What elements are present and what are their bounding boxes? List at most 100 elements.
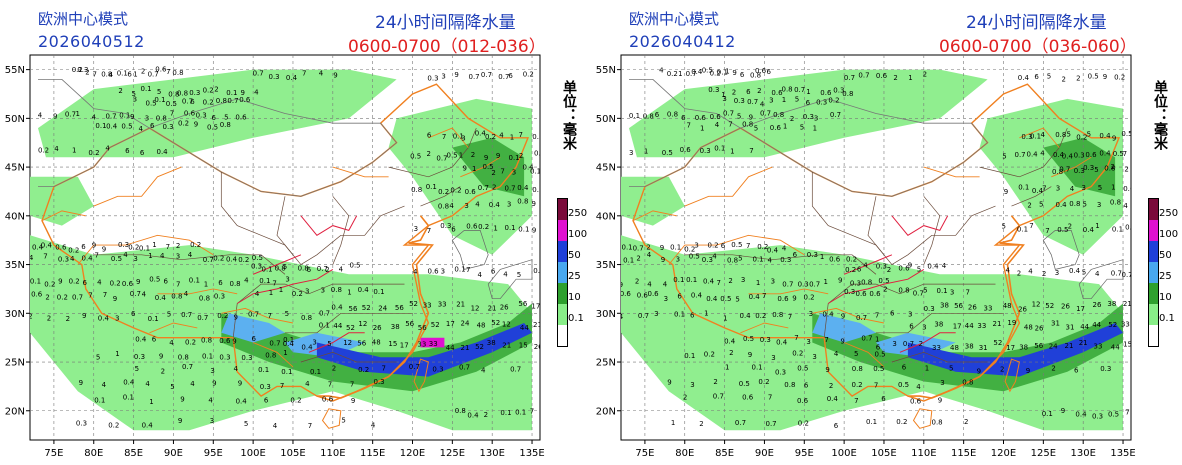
svg-text:0.8: 0.8: [773, 111, 784, 119]
x-tick-label: 100E: [831, 448, 856, 459]
svg-text:9: 9: [938, 396, 942, 404]
svg-text:0.3: 0.3: [269, 73, 280, 81]
y-tick-label: 25N: [596, 358, 616, 369]
svg-text:1: 1: [820, 253, 824, 261]
svg-text:0.1: 0.1: [310, 368, 321, 376]
svg-text:48: 48: [477, 322, 486, 330]
svg-text:17: 17: [531, 303, 540, 311]
y-tick-label: 55N: [596, 65, 616, 76]
map-title: 24小时间隔降水量: [375, 13, 516, 33]
svg-text:9: 9: [1112, 134, 1116, 142]
svg-text:0.6: 0.6: [820, 89, 832, 97]
svg-text:56: 56: [418, 324, 427, 332]
svg-text:56: 56: [395, 304, 404, 312]
svg-text:0.7: 0.7: [686, 70, 697, 78]
svg-text:7: 7: [1123, 150, 1127, 158]
svg-text:0.5: 0.5: [797, 364, 808, 372]
svg-text:12: 12: [502, 321, 511, 329]
svg-text:5: 5: [283, 263, 287, 271]
svg-text:4: 4: [255, 290, 260, 298]
svg-text:9: 9: [102, 245, 106, 253]
svg-text:0.3: 0.3: [844, 288, 855, 296]
svg-text:3: 3: [464, 202, 468, 210]
legend-label: 10: [568, 292, 581, 303]
svg-text:0.5: 0.5: [1121, 130, 1132, 138]
svg-text:4: 4: [54, 145, 59, 153]
svg-text:44: 44: [333, 322, 342, 330]
svg-text:0.6: 0.6: [55, 243, 67, 251]
svg-text:0.3: 0.3: [163, 123, 174, 131]
svg-text:0.7: 0.7: [533, 267, 544, 275]
svg-text:0.5: 0.5: [207, 124, 218, 132]
svg-text:0.4: 0.4: [331, 304, 343, 312]
svg-text:0.7: 0.7: [844, 74, 855, 82]
svg-text:0.1: 0.1: [500, 409, 511, 417]
svg-text:0.2: 0.2: [290, 397, 301, 405]
svg-text:7: 7: [170, 110, 174, 118]
svg-text:0.3: 0.3: [1074, 167, 1085, 175]
svg-text:2: 2: [636, 254, 640, 262]
svg-text:9: 9: [333, 71, 337, 79]
svg-text:0.2: 0.2: [758, 378, 769, 386]
svg-text:44: 44: [965, 322, 974, 330]
svg-text:5: 5: [1002, 222, 1006, 230]
svg-text:4: 4: [863, 261, 868, 269]
svg-text:5: 5: [517, 271, 521, 279]
svg-text:4: 4: [319, 70, 324, 78]
svg-text:0.2: 0.2: [88, 149, 99, 157]
svg-text:3: 3: [210, 367, 214, 375]
svg-text:0.3: 0.3: [798, 281, 809, 289]
svg-text:38: 38: [1107, 300, 1116, 308]
legend-label: 0.1: [1159, 313, 1175, 324]
unit-label: 单位：毫米: [1152, 80, 1168, 150]
svg-text:48: 48: [1003, 302, 1012, 310]
svg-text:0.7: 0.7: [1059, 165, 1070, 173]
svg-text:0.8: 0.8: [172, 69, 183, 77]
svg-text:3: 3: [133, 255, 137, 263]
svg-text:4: 4: [712, 252, 717, 260]
svg-text:2: 2: [1017, 270, 1021, 278]
svg-text:6: 6: [252, 335, 257, 343]
svg-text:2: 2: [790, 115, 794, 123]
svg-text:26: 26: [1061, 303, 1070, 311]
svg-text:0.3: 0.3: [1100, 365, 1111, 373]
svg-text:7: 7: [1042, 184, 1046, 192]
svg-text:6: 6: [264, 396, 269, 404]
legend-swatch: [1149, 325, 1158, 346]
svg-text:0.8: 0.8: [667, 110, 678, 118]
svg-text:3: 3: [285, 276, 289, 284]
svg-text:33: 33: [423, 302, 432, 310]
svg-text:0.4: 0.4: [1083, 226, 1095, 234]
svg-text:5: 5: [1002, 152, 1006, 160]
svg-text:6: 6: [508, 72, 513, 80]
svg-text:0.6: 0.6: [876, 72, 888, 80]
svg-text:33: 33: [417, 341, 426, 349]
model-name: 欧洲中心模式: [38, 10, 129, 28]
svg-text:19: 19: [1007, 319, 1016, 327]
svg-text:0.6: 0.6: [771, 89, 783, 97]
svg-text:6: 6: [427, 131, 432, 139]
svg-text:0.2: 0.2: [755, 312, 766, 320]
svg-text:31: 31: [1066, 324, 1075, 332]
svg-text:0.7: 0.7: [505, 184, 516, 192]
x-tick-label: 95E: [204, 448, 223, 459]
svg-text:0.4: 0.4: [827, 395, 839, 403]
svg-text:2: 2: [85, 69, 89, 77]
svg-text:3: 3: [814, 114, 818, 122]
svg-text:6: 6: [690, 311, 695, 319]
svg-text:0.5: 0.5: [875, 350, 886, 358]
svg-text:0.7: 0.7: [633, 244, 644, 252]
map-frame: 0.20.32 7 0.84 0.1 6 1 2 0.70.6 7 0.8 0.7 0.3 0.47 4 9…: [5, 54, 545, 459]
svg-text:3: 3: [414, 225, 418, 233]
svg-text:0.5: 0.5: [873, 365, 884, 373]
svg-text:0.6: 0.6: [648, 290, 660, 298]
svg-text:5: 5: [1094, 166, 1098, 174]
svg-text:2: 2: [683, 393, 687, 401]
svg-text:0.1: 0.1: [95, 122, 106, 130]
svg-text:0.2: 0.2: [1114, 73, 1125, 81]
svg-text:0.3: 0.3: [833, 87, 844, 95]
legend-swatch: [1149, 220, 1158, 241]
svg-text:7: 7: [302, 70, 306, 78]
svg-text:0.5: 0.5: [898, 381, 909, 389]
svg-text:0.8: 0.8: [932, 419, 943, 427]
